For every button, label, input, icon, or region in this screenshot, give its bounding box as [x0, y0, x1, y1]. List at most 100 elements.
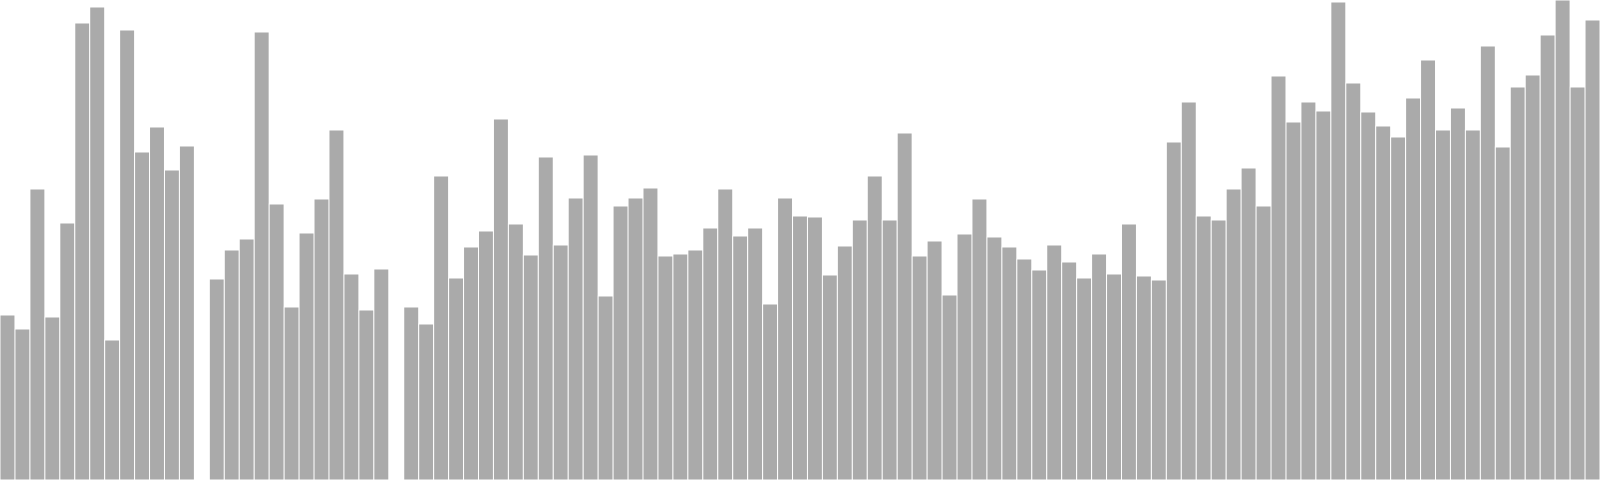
- bar-59: [881, 219, 898, 480]
- bar-95: [1420, 59, 1437, 480]
- bar-51: [762, 303, 779, 480]
- bar-102: [1524, 74, 1541, 480]
- bar-0: [0, 314, 16, 480]
- bar-45: [672, 253, 689, 480]
- bar-91: [1360, 111, 1377, 480]
- bar-49: [732, 235, 749, 480]
- bar-39: [582, 154, 599, 480]
- bar-72: [1076, 277, 1093, 480]
- bar-85: [1270, 75, 1287, 480]
- bar-74: [1106, 273, 1122, 480]
- bar-11: [163, 169, 180, 480]
- bar-104: [1554, 0, 1571, 480]
- bar-33: [492, 118, 509, 480]
- bar-86: [1285, 121, 1302, 480]
- bar-55: [821, 274, 838, 480]
- bar-7: [104, 339, 121, 480]
- bar-48: [717, 188, 734, 480]
- bar-70: [1046, 244, 1063, 480]
- bar-17: [253, 31, 270, 480]
- bar-57: [851, 219, 868, 480]
- bar-71: [1061, 261, 1078, 480]
- bar-96: [1435, 129, 1451, 480]
- bar-31: [463, 246, 479, 480]
- bar-46: [687, 249, 704, 480]
- bar-34: [507, 223, 524, 480]
- bar-79: [1180, 101, 1197, 480]
- bar-4: [59, 222, 76, 480]
- bar-98: [1464, 129, 1481, 480]
- bar-40: [597, 295, 614, 480]
- bar-23: [343, 273, 360, 480]
- bar-77: [1150, 279, 1167, 480]
- bar-36: [537, 156, 554, 480]
- bar-76: [1135, 275, 1152, 480]
- bar-44: [657, 255, 674, 480]
- bar-93: [1390, 136, 1407, 480]
- bar-9: [134, 151, 151, 480]
- bar-54: [806, 216, 823, 480]
- bar-32: [478, 230, 494, 480]
- bar-75: [1121, 223, 1137, 480]
- bar-10: [149, 126, 165, 480]
- bar-101: [1509, 86, 1526, 480]
- bar-41: [612, 205, 629, 480]
- bar-14: [208, 278, 225, 480]
- bar-53: [792, 215, 808, 480]
- bar-19: [283, 306, 300, 480]
- bar-35: [522, 254, 539, 480]
- bar-61: [911, 255, 928, 480]
- bar-89: [1330, 1, 1347, 480]
- bar-30: [448, 277, 465, 480]
- bar-68: [1016, 258, 1033, 480]
- bar-73: [1091, 253, 1108, 480]
- bar-20: [298, 232, 315, 480]
- bar-21: [313, 198, 330, 480]
- bar-66: [986, 236, 1003, 480]
- bar-83: [1240, 167, 1257, 480]
- bar-12: [178, 145, 195, 480]
- bar-80: [1195, 215, 1212, 480]
- bar-29: [433, 175, 450, 480]
- bar-28: [418, 323, 435, 480]
- bar-82: [1225, 188, 1242, 480]
- bar-5: [74, 22, 91, 480]
- bar-15: [223, 249, 240, 480]
- bar-16: [238, 238, 255, 480]
- bar-50: [747, 227, 764, 480]
- bar-22: [328, 129, 345, 480]
- bar-63: [941, 294, 958, 480]
- bar-8: [119, 29, 136, 480]
- bar-78: [1165, 141, 1182, 480]
- bar-18: [268, 203, 285, 480]
- bar-103: [1539, 34, 1556, 480]
- bar-60: [896, 132, 913, 480]
- bar-3: [44, 316, 61, 480]
- bar-6: [89, 6, 106, 480]
- bar-67: [1001, 246, 1018, 480]
- bar-88: [1315, 110, 1332, 480]
- bar-106: [1584, 19, 1600, 480]
- bar-43: [642, 187, 659, 480]
- bar-1: [14, 328, 31, 480]
- bar-84: [1255, 205, 1272, 480]
- bar-105: [1569, 86, 1586, 480]
- bar-52: [777, 197, 794, 480]
- bar-69: [1031, 269, 1048, 480]
- bar-64: [956, 233, 973, 480]
- bar-99: [1479, 45, 1496, 480]
- bar-92: [1375, 125, 1392, 480]
- bar-38: [567, 197, 584, 480]
- bar-24: [358, 309, 375, 480]
- bar-87: [1300, 101, 1317, 480]
- bar-37: [552, 244, 569, 480]
- bar-90: [1345, 82, 1362, 480]
- bar-56: [836, 245, 853, 480]
- bar-47: [702, 227, 719, 480]
- bar-100: [1494, 146, 1511, 480]
- bar-65: [971, 198, 988, 480]
- bar-97: [1449, 107, 1466, 480]
- bar-27: [403, 306, 420, 480]
